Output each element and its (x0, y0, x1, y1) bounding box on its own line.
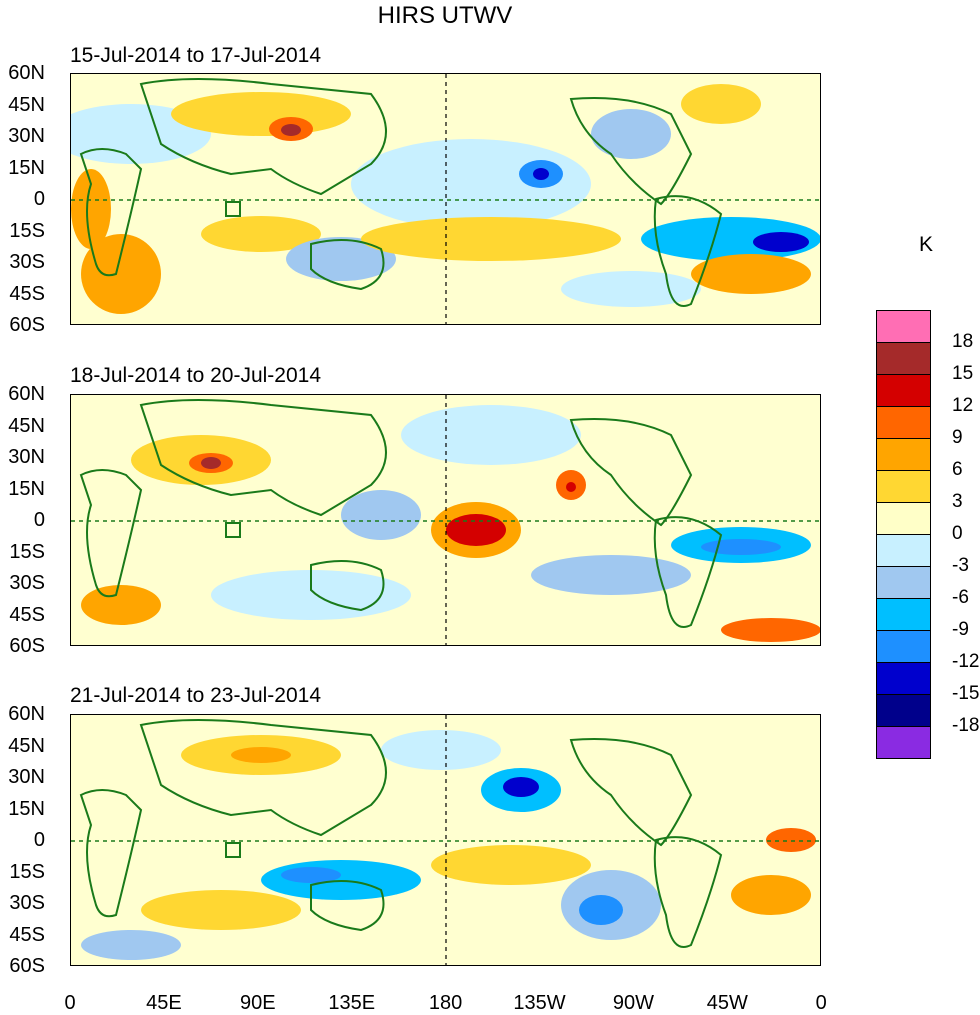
lat-label: 60S (9, 314, 45, 336)
colorbar-swatch (876, 598, 931, 631)
panel-3-map (70, 714, 821, 966)
colorbar-swatch (876, 470, 931, 503)
colorbar-swatch (876, 694, 931, 727)
lat-label: 45N (8, 734, 45, 757)
panel-3-title: 21-Jul-2014 to 23-Jul-2014 (70, 684, 321, 707)
colorbar-unit: K (919, 233, 934, 256)
colorbar-swatch (876, 534, 931, 567)
lat-label: 45S (9, 603, 45, 626)
lat-label: 45N (8, 93, 45, 116)
colorbar-label: 0 (952, 523, 963, 544)
lon-label: 135W (513, 992, 566, 1014)
lat-label: 0 (33, 829, 45, 851)
lat-label: 15S (9, 219, 45, 242)
lat-label: 30S (9, 251, 45, 273)
lon-label: 90W (612, 992, 654, 1014)
colorbar-label: -6 (952, 587, 969, 608)
colorbar-swatch (876, 342, 931, 375)
lon-label: 135E (328, 992, 376, 1014)
panel-1-map (70, 73, 821, 325)
panel-2-field (71, 395, 820, 645)
lat-label: 45S (9, 923, 45, 946)
colorbar-swatch (876, 310, 931, 343)
colorbar-label: -15 (952, 683, 980, 704)
panel-3-field (71, 715, 820, 965)
colorbar-label: -9 (952, 619, 969, 640)
lat-label: 15N (8, 797, 45, 820)
lat-label: 60N (8, 62, 45, 84)
panel-2-title: 18-Jul-2014 to 20-Jul-2014 (70, 364, 321, 387)
lat-label: 30N (8, 766, 45, 788)
colorbar-swatch (876, 726, 931, 759)
panel-2-map (70, 394, 821, 646)
lat-label: 60S (9, 955, 45, 977)
lat-label: 15N (8, 156, 45, 179)
lat-label: 30N (8, 125, 45, 147)
lat-label: 30S (9, 892, 45, 914)
lat-label: 60S (9, 635, 45, 657)
colorbar (876, 310, 931, 759)
lon-label: 90E (240, 992, 276, 1014)
lon-label: 0 (815, 992, 827, 1014)
lon-label: 180 (428, 992, 463, 1014)
lat-label: 30S (9, 572, 45, 594)
colorbar-swatch (876, 406, 931, 439)
lat-label: 45S (9, 282, 45, 305)
panel-1-title: 15-Jul-2014 to 17-Jul-2014 (70, 44, 321, 67)
lat-label: 0 (33, 509, 45, 531)
colorbar-label: -18 (952, 715, 980, 736)
colorbar-label: -3 (952, 555, 969, 576)
colorbar-label: 9 (952, 427, 963, 448)
lon-label: 45E (146, 992, 182, 1014)
colorbar-swatch (876, 438, 931, 471)
colorbar-label: 6 (952, 459, 963, 480)
lat-label: 60N (8, 703, 45, 725)
figure-title: HIRS UTWV (377, 2, 513, 29)
lat-label: 60N (8, 383, 45, 405)
colorbar-swatch (876, 662, 931, 695)
lat-label: 15N (8, 477, 45, 500)
colorbar-label: 18 (952, 331, 974, 352)
colorbar-label: 12 (952, 395, 974, 416)
lat-label: 30N (8, 446, 45, 468)
panel-1-field (71, 74, 820, 324)
lat-label: 0 (33, 188, 45, 210)
lat-label: 15S (9, 540, 45, 563)
colorbar-label: 3 (952, 491, 963, 512)
colorbar-label: 15 (952, 363, 974, 384)
colorbar-swatch (876, 374, 931, 407)
lat-label: 45N (8, 414, 45, 437)
colorbar-swatch (876, 630, 931, 663)
colorbar-label: -12 (952, 651, 980, 672)
lat-label: 15S (9, 860, 45, 883)
colorbar-swatch (876, 502, 931, 535)
colorbar-swatch (876, 566, 931, 599)
lon-label: 45W (706, 992, 748, 1014)
lon-label: 0 (64, 992, 76, 1014)
